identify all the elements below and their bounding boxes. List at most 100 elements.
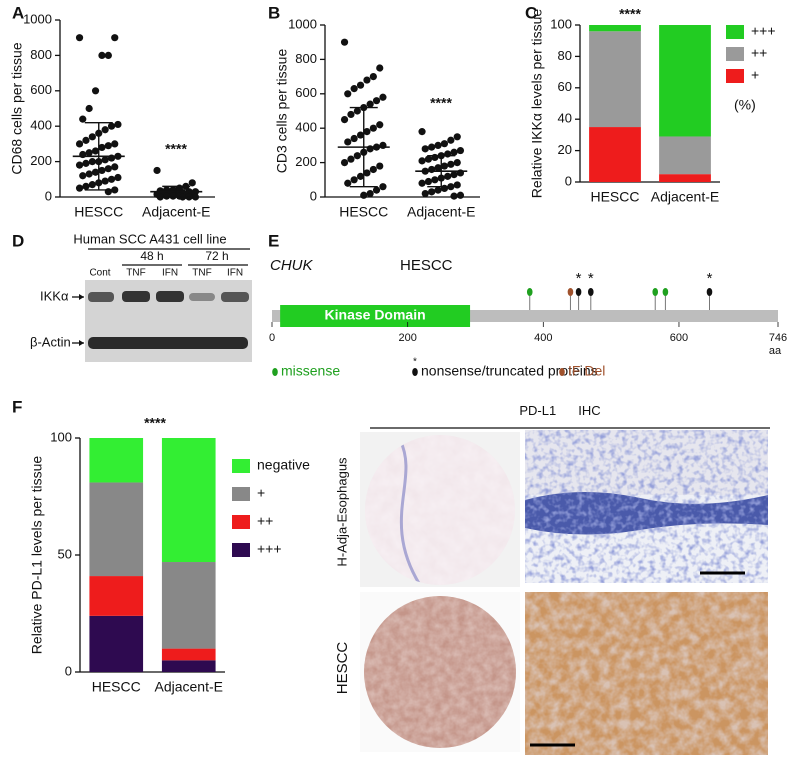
time-label: 48 h [140, 249, 163, 263]
data-point [440, 140, 449, 148]
data-point [347, 110, 355, 119]
x-tick-label: HESCC [590, 189, 639, 205]
data-point [366, 189, 374, 198]
bar-segment [659, 25, 711, 137]
data-point [431, 153, 439, 162]
data-point [434, 141, 442, 149]
data-point [434, 186, 442, 194]
y-tick-label: 800 [295, 51, 317, 66]
y-tick-label: 60 [558, 79, 572, 94]
data-point [456, 146, 465, 155]
data-point [153, 166, 161, 175]
bar-segment [161, 648, 216, 661]
data-point [88, 133, 96, 141]
y-tick-label: 800 [30, 47, 52, 62]
data-point [75, 184, 84, 192]
data-point [421, 189, 429, 198]
legend-note: (%) [734, 97, 756, 113]
data-point [360, 191, 368, 199]
significance: **** [430, 95, 452, 111]
legend-swatch [272, 368, 278, 376]
legend-label: negative [257, 457, 310, 473]
panel-label: B [268, 3, 280, 22]
lane-label: Cont [89, 268, 110, 279]
panel-label: C [525, 3, 537, 22]
data-point [379, 183, 387, 191]
subtitle: HESCC [400, 257, 453, 274]
data-point [101, 156, 109, 164]
data-point [424, 177, 433, 186]
panel-label: A [12, 3, 24, 22]
band [88, 337, 248, 349]
western-blot: Human SCC A431 cell line 48 h 72 h Cont … [30, 231, 252, 362]
data-point [353, 152, 361, 160]
x-tick-label: Adjacent-E [651, 189, 719, 205]
data-point [347, 155, 355, 163]
data-point [363, 169, 371, 177]
bar-segment [589, 31, 641, 128]
data-point [418, 179, 426, 187]
x-tick-label: Adjacent-E [155, 679, 223, 695]
data-point [369, 73, 377, 81]
data-point [85, 104, 93, 113]
legend-swatch [232, 487, 250, 501]
arrow-head [79, 340, 84, 346]
lollipop-label: * [707, 270, 713, 287]
x-tick-label: 400 [534, 332, 552, 344]
y-axis-label: CD3 cells per tissue [274, 49, 290, 174]
y-tick-label: 0 [65, 663, 72, 678]
legend-swatch [559, 368, 565, 376]
legend-swatch [232, 459, 250, 473]
data-point [363, 76, 371, 84]
legend-label: ++ [257, 513, 273, 529]
y-tick-label: 20 [558, 142, 572, 157]
data-point [98, 143, 106, 152]
x-tick-label: Adjacent-E [407, 204, 475, 220]
data-point [82, 159, 90, 167]
data-point [98, 51, 106, 60]
data-point [101, 177, 109, 185]
ihc-panel: PD-L1 IHC H-Adja-Esophagus HESCC [334, 403, 770, 755]
data-point [107, 175, 116, 183]
legend-swatch [726, 47, 744, 61]
bar-segment [161, 438, 216, 563]
y-axis-label: Relative PD-L1 levels per tissue [29, 456, 45, 655]
bar-segment [161, 562, 216, 649]
legend-label: + [751, 67, 759, 83]
y-tick-label: 200 [295, 154, 317, 169]
data-point [344, 90, 352, 98]
data-point [85, 149, 93, 157]
legend-label: + [257, 485, 265, 501]
row-label: H-Adja-Esophagus [334, 457, 349, 567]
band-label: IKKα [40, 288, 69, 303]
legend-swatch [726, 69, 744, 83]
lollipop-head [526, 288, 533, 296]
data-point [111, 186, 119, 194]
data-point [344, 138, 352, 146]
panel-label: D [12, 231, 24, 250]
data-point [453, 159, 461, 167]
lollipop-head [567, 288, 574, 296]
y-tick-label: 100 [50, 429, 72, 444]
x-tick-label: Adjacent-E [142, 204, 210, 220]
lane-label: IFN [227, 268, 243, 279]
x-tick-label: HESCC [74, 204, 123, 220]
x-tick-label: 600 [670, 332, 688, 344]
data-point [85, 170, 93, 178]
data-point [450, 148, 458, 156]
band [221, 292, 249, 302]
data-point [356, 81, 365, 89]
y-tick-label: 400 [295, 120, 317, 135]
data-point [91, 87, 100, 95]
data-point [453, 181, 461, 189]
data-point [447, 136, 455, 144]
data-point [450, 171, 458, 179]
data-point [356, 131, 365, 139]
legend-label: +++ [751, 23, 776, 39]
data-point [191, 193, 200, 201]
legend-label: missense [281, 363, 340, 379]
data-point [114, 120, 122, 129]
band [122, 291, 150, 302]
y-tick-label: 0 [310, 188, 317, 203]
bar-segment [89, 482, 144, 577]
